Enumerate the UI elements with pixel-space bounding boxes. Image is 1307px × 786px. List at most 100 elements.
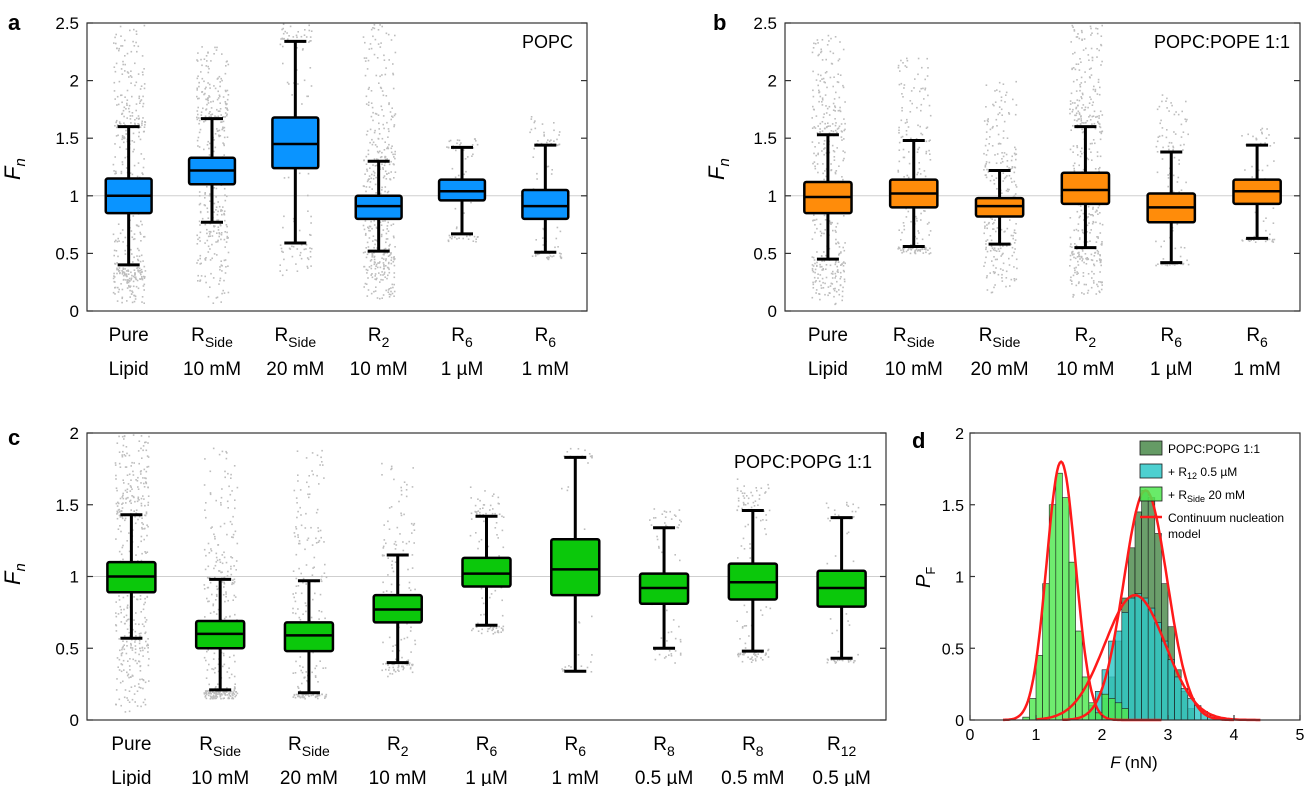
scatter-point [367, 104, 370, 106]
scatter-point [123, 696, 126, 699]
scatter-point [1086, 258, 1088, 261]
scatter-point [821, 130, 824, 132]
scatter-point [143, 647, 146, 650]
scatter-point [842, 286, 844, 289]
scatter-point [838, 254, 840, 256]
scatter-point [738, 653, 740, 656]
scatter-point [115, 615, 118, 618]
scatter-point [224, 102, 227, 105]
y-tick-label: 1 [70, 568, 79, 587]
scatter-point [819, 80, 822, 82]
scatter-point [381, 189, 383, 191]
scatter-point [131, 647, 134, 649]
scatter-point [466, 235, 468, 238]
scatter-point [307, 210, 309, 212]
scatter-point [388, 248, 390, 250]
scatter-point [140, 268, 143, 271]
scatter-point [224, 600, 226, 603]
scatter-point [131, 488, 133, 490]
scatter-point [370, 220, 372, 223]
scatter-point [137, 259, 140, 262]
scatter-point [1076, 256, 1079, 258]
scatter-point [591, 455, 593, 457]
scatter-point [1101, 284, 1103, 286]
scatter-point [1100, 35, 1103, 37]
scatter-point [370, 115, 373, 118]
scatter-point [199, 280, 201, 282]
scatter-point [215, 556, 218, 559]
scatter-point [370, 259, 373, 261]
scatter-point [129, 658, 131, 660]
scatter-point [116, 512, 119, 514]
scatter-point [204, 193, 206, 195]
scatter-point [139, 650, 142, 652]
scatter-point [480, 614, 482, 616]
scatter-point [121, 454, 123, 456]
scatter-point [410, 522, 413, 525]
scatter-point [211, 257, 213, 260]
scatter-point [142, 166, 145, 169]
scatter-point [1008, 174, 1011, 177]
scatter-point [994, 258, 997, 261]
scatter-point [1254, 241, 1257, 243]
scatter-point [1255, 138, 1258, 141]
scatter-point [301, 49, 304, 51]
scatter-point [1081, 131, 1084, 134]
y-tick-label: 1.5 [55, 496, 79, 515]
scatter-point [132, 275, 135, 278]
scatter-point [138, 267, 141, 270]
scatter-point [125, 652, 128, 655]
scatter-point [112, 163, 115, 166]
scatter-point [113, 249, 116, 252]
scatter-point [995, 250, 998, 252]
scatter-point [743, 653, 745, 656]
scatter-point [914, 252, 917, 255]
scatter-point [907, 248, 910, 250]
scatter-point [208, 96, 211, 98]
scatter-point [215, 297, 218, 299]
scatter-point [219, 102, 221, 104]
legend-label-sub: Side [1187, 494, 1205, 504]
scatter-point [376, 57, 379, 59]
scatter-point [130, 278, 132, 281]
scatter-point [492, 633, 495, 635]
scatter-point [454, 207, 457, 210]
legend-label: Continuum nucleation [1168, 511, 1284, 525]
scatter-point [288, 83, 290, 85]
scatter-point [126, 99, 129, 101]
scatter-point [496, 534, 498, 536]
scatter-point [125, 270, 128, 272]
scatter-point [411, 671, 414, 674]
scatter-point [1088, 59, 1090, 61]
scatter-point [928, 253, 931, 255]
scatter-point [382, 279, 384, 281]
scatter-point [1100, 64, 1102, 66]
scatter-point [1001, 277, 1003, 279]
scatter-point [376, 164, 378, 167]
scatter-point [1079, 155, 1082, 158]
scatter-point [123, 635, 126, 637]
scatter-point [1003, 120, 1006, 123]
scatter-point [117, 291, 120, 293]
scatter-point [825, 254, 827, 257]
scatter-point [825, 71, 828, 73]
category-label-main: R [535, 325, 549, 346]
scatter-point [816, 227, 818, 230]
scatter-point [1097, 78, 1100, 81]
scatter-point [1180, 189, 1183, 191]
scatter-point [137, 266, 139, 269]
scatter-point [747, 497, 750, 500]
scatter-point [1073, 294, 1075, 296]
scatter-point [1078, 37, 1081, 40]
scatter-point [233, 581, 236, 583]
scatter-point [142, 105, 144, 108]
category-label-sub: 6 [489, 743, 497, 759]
scatter-point [208, 692, 210, 694]
scatter-point [223, 576, 226, 578]
scatter-point [475, 238, 477, 240]
scatter-point [124, 236, 127, 239]
scatter-point [198, 191, 201, 193]
scatter-point [212, 302, 215, 304]
scatter-point [303, 79, 306, 82]
scatter-point [120, 653, 123, 655]
